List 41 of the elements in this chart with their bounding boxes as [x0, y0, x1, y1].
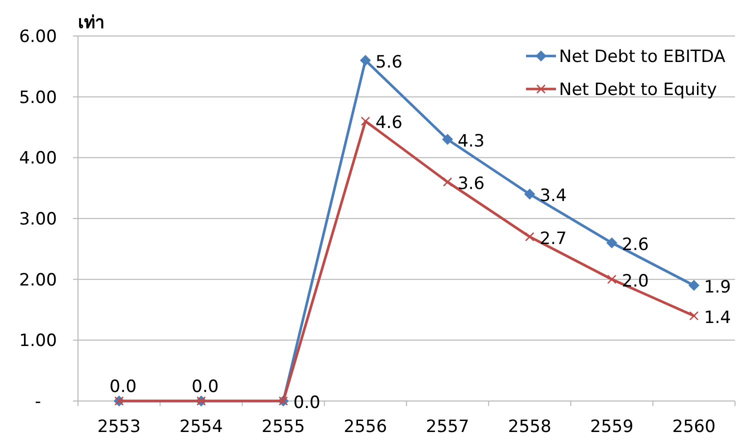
point [442, 134, 454, 145]
data-label: 2.6 [622, 234, 649, 255]
point [524, 188, 536, 200]
y-tick-label: 4.00 [19, 148, 57, 169]
x-tick-label: 2557 [426, 417, 470, 435]
point [525, 232, 534, 242]
data-label: 0.0 [293, 393, 320, 413]
point [607, 274, 616, 284]
data-label: 2.7 [540, 228, 567, 249]
point [360, 54, 371, 66]
x-tick-label: 2560 [672, 417, 716, 435]
point [442, 177, 452, 187]
point [606, 237, 618, 248]
data-label: 3.6 [458, 174, 485, 194]
y-tick-label: 5.00 [19, 88, 57, 108]
data-label: 5.6 [375, 52, 402, 72]
x-tick-label: 2558 [508, 417, 552, 435]
point [360, 116, 370, 126]
point [688, 280, 700, 291]
x-tick-label: 2555 [262, 417, 305, 435]
y-tick-label: - [34, 392, 42, 412]
point [689, 311, 699, 320]
x-tick-label: 2559 [590, 417, 634, 435]
data-label: 2.0 [622, 271, 649, 292]
data-label: 1.9 [704, 277, 731, 298]
legend-label: Net Debt to EBITDA [559, 47, 726, 67]
y-tick-label: 6.00 [19, 27, 57, 47]
x-tick-label: 2556 [344, 417, 388, 435]
data-label: 4.6 [375, 113, 402, 134]
y-tick-label: 1.00 [19, 331, 57, 352]
y-tick-label: 2.00 [19, 270, 57, 290]
data-label: 1.4 [704, 308, 731, 328]
data-label: 0.0 [192, 377, 219, 397]
x-tick-label: 2553 [97, 417, 141, 435]
data-label: 0.0 [110, 377, 137, 397]
y-axis-title: เท่า [78, 13, 105, 33]
data-label: 4.3 [458, 131, 485, 152]
legend-label: Net Debt to Equity [559, 80, 717, 100]
data-label: 3.4 [540, 186, 567, 206]
x-tick-label: 2554 [180, 417, 223, 435]
y-tick-label: 3.00 [19, 210, 57, 230]
